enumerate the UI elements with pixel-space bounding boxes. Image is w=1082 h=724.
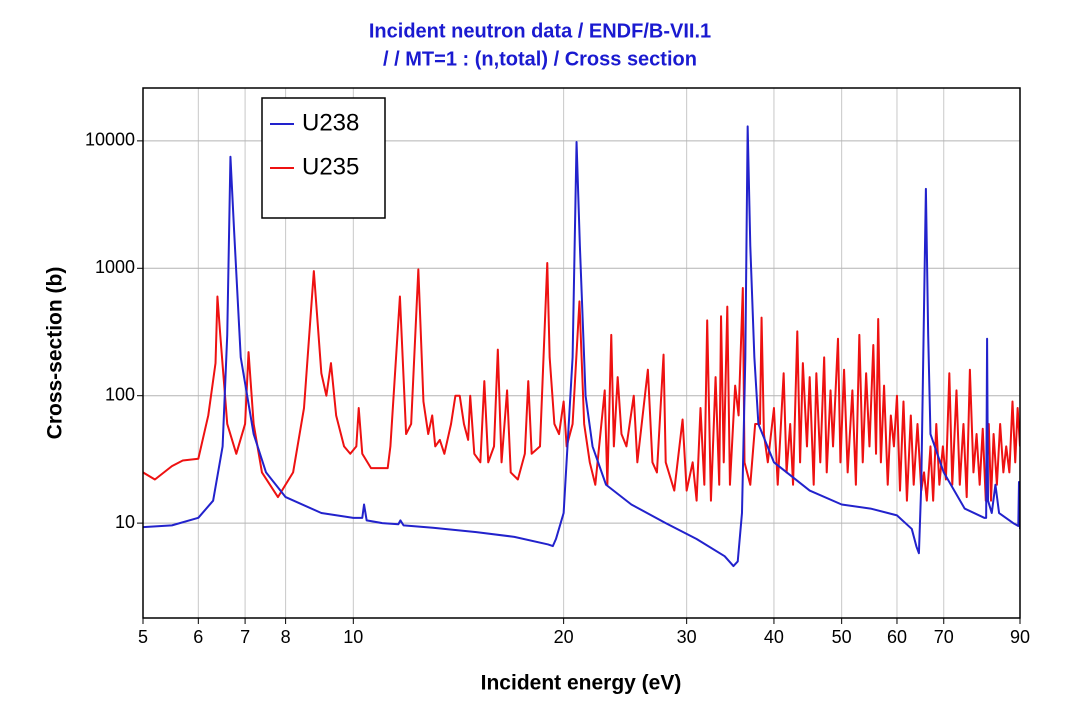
- y-tick-label: 10000: [85, 130, 135, 150]
- series-line: [143, 125, 1020, 568]
- x-tick-label: 60: [887, 627, 907, 647]
- plot-frame: [142, 87, 1021, 619]
- x-tick-label: 6: [193, 627, 203, 647]
- y-tick-label: 100: [105, 384, 135, 404]
- chart-title: Incident neutron data / ENDF/B-VII.1: [369, 20, 711, 42]
- x-tick-label: 8: [281, 627, 291, 647]
- x-tick-label: 30: [677, 627, 697, 647]
- legend-label: U235: [302, 153, 359, 180]
- x-tick-label: 50: [832, 627, 852, 647]
- x-tick-label: 20: [554, 627, 574, 647]
- y-axis-label: Cross-section (b): [44, 267, 67, 440]
- x-tick-label: 90: [1010, 627, 1030, 647]
- ticks: 5 6 7 8 10 20 30 40 50 60 70 90 10 100 1000 10000: [85, 130, 1030, 647]
- legend-box: [261, 97, 386, 219]
- series-line: [143, 262, 1020, 502]
- y-tick-label: 1000: [95, 257, 135, 277]
- x-axis-label: Incident energy (eV): [481, 672, 682, 695]
- x-tick-label: 40: [764, 627, 784, 647]
- x-tick-label: 7: [240, 627, 250, 647]
- legend: U238 U235: [261, 97, 386, 219]
- y-tick-label: 10: [115, 512, 135, 532]
- plot-lines: [143, 125, 1020, 568]
- x-tick-label: 10: [343, 627, 363, 647]
- chart-subtitle: / / MT=1 : (n,total) / Cross section: [383, 48, 697, 70]
- x-tick-label: 70: [934, 627, 954, 647]
- legend-label: U238: [302, 109, 359, 136]
- x-tick-label: 5: [138, 627, 148, 647]
